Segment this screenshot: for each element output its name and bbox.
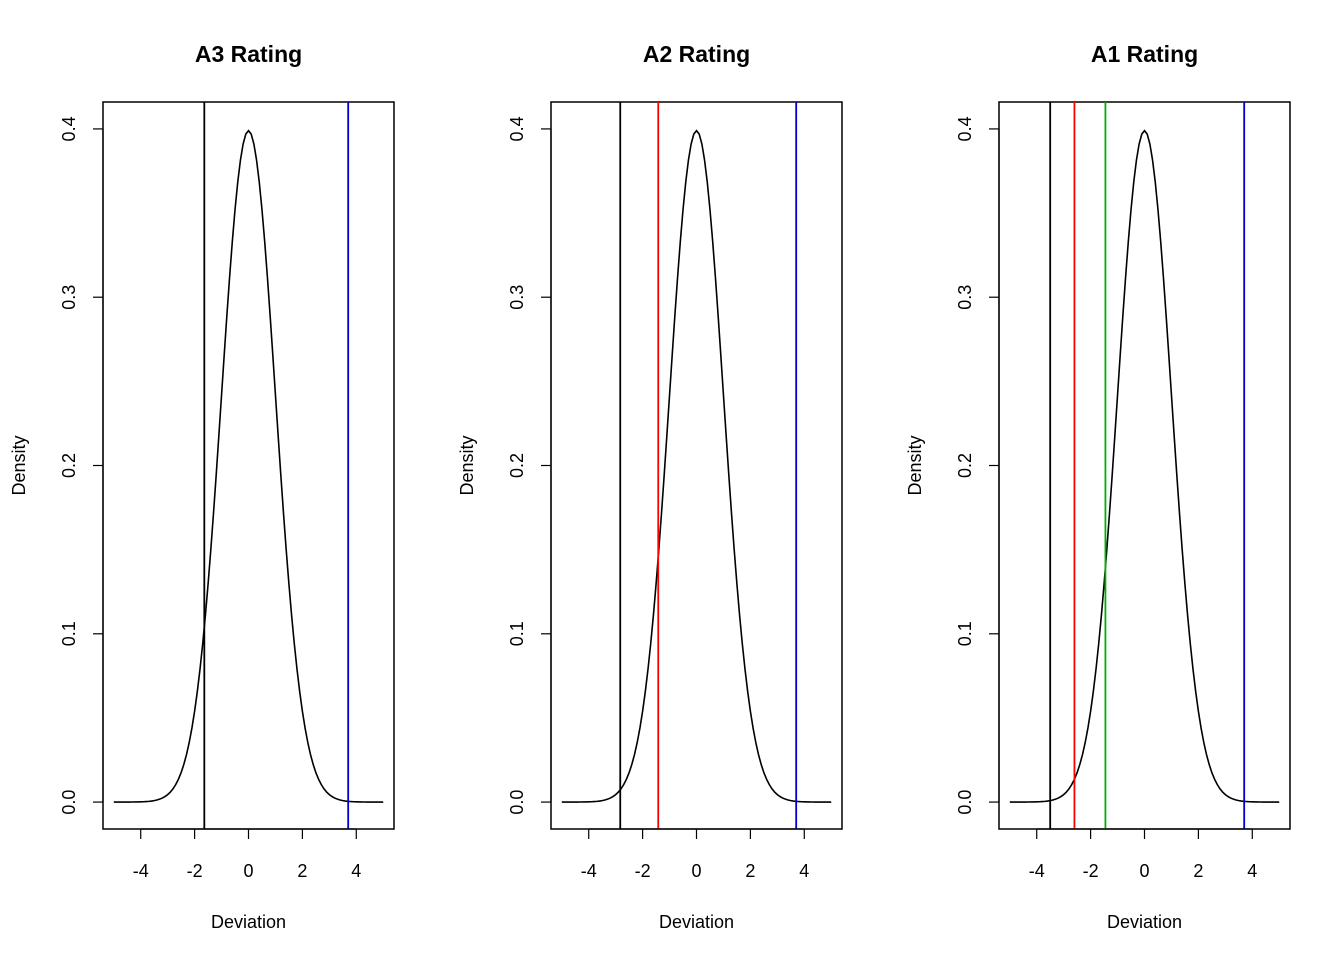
y-axis-label: Density <box>905 435 925 495</box>
chart-title: A3 Rating <box>195 41 302 67</box>
x-tick-label: 2 <box>745 861 755 881</box>
y-tick-label: 0.0 <box>59 790 79 815</box>
y-tick-label: 0.3 <box>59 285 79 310</box>
y-tick-label: 0.2 <box>955 453 975 478</box>
x-tick-label: 4 <box>799 861 809 881</box>
panel-1: A3 Rating -4 -2 0 2 4 Deviation 0.0 0.1 0.2 0.3 0.4… <box>9 41 395 932</box>
x-axis-label: Deviation <box>211 912 286 932</box>
y-tick-label: 0.2 <box>59 453 79 478</box>
y-axis-label: Density <box>9 435 29 495</box>
panel-2: A2 Rating -4 -2 0 2 4 Deviation 0.0 0.1 0.2 0.3 0.4… <box>457 41 843 932</box>
y-tick-label: 0.0 <box>955 790 975 815</box>
x-tick-label: 2 <box>297 861 307 881</box>
x-tick-label: 0 <box>1139 861 1149 881</box>
chart-title: A1 Rating <box>1091 41 1198 67</box>
plot-frame <box>550 101 843 830</box>
x-axis-label: Deviation <box>659 912 734 932</box>
y-tick-label: 0.4 <box>955 116 975 141</box>
x-tick-label: 0 <box>691 861 701 881</box>
x-tick-label: -4 <box>133 861 149 881</box>
x-tick-label: 0 <box>243 861 253 881</box>
x-tick-label: -4 <box>581 861 597 881</box>
y-tick-label: 0.3 <box>507 285 527 310</box>
y-axis-label: Density <box>457 435 477 495</box>
panel-3: A1 Rating -4 -2 0 2 4 Deviation 0.0 0.1 0.2 0.3 0.4… <box>905 41 1291 932</box>
chart-title: A2 Rating <box>643 41 750 67</box>
y-tick-label: 0.4 <box>507 116 527 141</box>
y-tick-label: 0.1 <box>955 621 975 646</box>
x-tick-label: 4 <box>1247 861 1257 881</box>
x-tick-label: -2 <box>187 861 203 881</box>
density-curve <box>561 129 832 803</box>
x-tick-label: -2 <box>1083 861 1099 881</box>
x-tick-label: 2 <box>1193 861 1203 881</box>
density-curve <box>1009 129 1280 803</box>
y-tick-label: 0.1 <box>507 621 527 646</box>
x-axis-label: Deviation <box>1107 912 1182 932</box>
y-tick-label: 0.3 <box>955 285 975 310</box>
density-curve <box>113 129 384 803</box>
y-tick-label: 0.2 <box>507 453 527 478</box>
plot-frame <box>102 101 395 830</box>
x-tick-label: -2 <box>635 861 651 881</box>
y-tick-label: 0.4 <box>59 116 79 141</box>
plot-frame <box>998 101 1291 830</box>
x-tick-label: 4 <box>351 861 361 881</box>
x-tick-label: -4 <box>1029 861 1045 881</box>
y-tick-label: 0.1 <box>59 621 79 646</box>
y-tick-label: 0.0 <box>507 790 527 815</box>
